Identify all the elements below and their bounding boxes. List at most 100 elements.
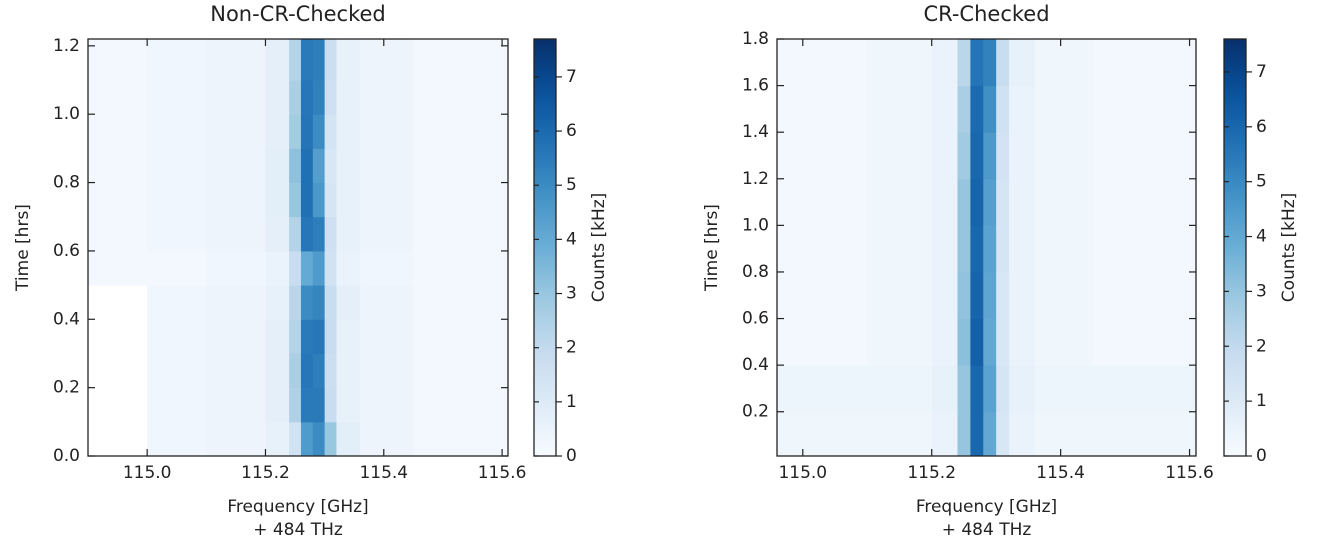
- y-tick-label: 0.6: [742, 309, 769, 329]
- heatmap-cell: [300, 182, 314, 218]
- colorbar-tick-label: 5: [566, 175, 577, 195]
- heatmap-cell: [970, 39, 984, 87]
- heatmap-cell: [206, 114, 266, 149]
- y-tick-label: 0.4: [53, 309, 80, 329]
- heatmap-cell: [413, 182, 509, 218]
- heatmap-cell: [777, 85, 804, 133]
- plot-frame: [87, 38, 509, 457]
- heatmap-cell: [312, 182, 326, 218]
- y-tick-label: 1.0: [53, 104, 80, 124]
- y-tick-label: 0.2: [742, 402, 769, 422]
- y-tick-label: 0.4: [742, 355, 769, 375]
- heatmap-cell: [1034, 365, 1094, 413]
- y-axis-label: Time [hrs]: [702, 204, 722, 292]
- heatmap-cell: [88, 216, 148, 252]
- x-tick-label: 115.4: [359, 463, 408, 483]
- heatmap-cell: [289, 353, 302, 389]
- heatmap-cell: [88, 148, 148, 184]
- heatmap-cell: [1009, 411, 1036, 457]
- heatmap-cell: [983, 178, 997, 226]
- heatmap-cell: [289, 114, 302, 149]
- heatmap-cell: [312, 353, 326, 389]
- x-tick-label: 115.4: [1036, 463, 1085, 483]
- heatmap-cell: [147, 285, 207, 320]
- heatmap-cell: [265, 353, 290, 389]
- heatmap-cell: [336, 421, 361, 457]
- heatmap-cell: [931, 178, 958, 226]
- heatmap-cell: [802, 39, 868, 87]
- heatmap-cell: [300, 421, 314, 457]
- heatmap-cell: [360, 319, 414, 354]
- heatmap-cell: [996, 85, 1010, 133]
- y-tick-label: 0.8: [53, 173, 80, 193]
- x-tick-label: 115.6: [1165, 463, 1214, 483]
- heatmap-cell: [360, 250, 414, 286]
- heatmap-cell: [931, 365, 958, 413]
- heatmap-cell: [1034, 178, 1094, 226]
- heatmap-cell: [312, 114, 326, 149]
- heatmap-cell: [1092, 178, 1197, 226]
- heatmap-cell: [996, 365, 1010, 413]
- colorbar-label: Counts [kHz]: [1279, 193, 1299, 303]
- chart-title: CR-Checked: [923, 2, 1049, 26]
- heatmap-cell: [289, 216, 302, 252]
- heatmap-cell: [147, 421, 207, 457]
- heatmap-cell: [413, 319, 509, 354]
- x-tick-label: 115.0: [123, 463, 172, 483]
- heatmap-cell: [1034, 271, 1094, 320]
- heatmap-cell: [802, 85, 868, 133]
- heatmap-cell: [147, 216, 207, 252]
- heatmap-cell: [957, 411, 971, 457]
- heatmap-cell: [1034, 39, 1094, 87]
- colorbar-tick-label: 4: [566, 229, 577, 249]
- colorbar-frame: [1223, 38, 1247, 457]
- heatmap-cell: [147, 353, 207, 389]
- heatmap-cell: [1034, 411, 1094, 457]
- heatmap-cell: [983, 318, 997, 366]
- heatmap-cell: [88, 114, 148, 149]
- heatmap-cell: [206, 285, 266, 320]
- heatmap-cell: [265, 182, 290, 218]
- heatmap: [777, 39, 1197, 457]
- heatmap-cell: [867, 178, 933, 226]
- heatmap-cell: [147, 39, 207, 81]
- colorbar-frame: [533, 38, 557, 457]
- heatmap-cell: [802, 132, 868, 180]
- heatmap-cell: [1092, 132, 1197, 180]
- heatmap-cell: [957, 318, 971, 366]
- heatmap-cell: [289, 421, 302, 457]
- heatmap-cell: [996, 271, 1010, 320]
- x-tick-label: 115.0: [778, 463, 827, 483]
- colorbar-tick-label: 1: [1256, 391, 1267, 411]
- heatmap-cell: [1034, 85, 1094, 133]
- y-tick-label: 1.0: [742, 215, 769, 235]
- heatmap-cell: [983, 132, 997, 180]
- heatmap-cell: [300, 114, 314, 149]
- heatmap-cell: [324, 182, 337, 218]
- heatmap-cell: [360, 387, 414, 423]
- heatmap-cell: [413, 285, 509, 320]
- heatmap-cell: [802, 318, 868, 366]
- heatmap-cell: [324, 80, 337, 115]
- heatmap-cell: [867, 411, 933, 457]
- heatmap-cell: [265, 80, 290, 115]
- heatmap-cell: [360, 216, 414, 252]
- heatmap-cell: [265, 421, 290, 457]
- y-tick-label: 0.0: [53, 446, 80, 466]
- colorbar: [534, 39, 556, 456]
- heatmap-cell: [324, 387, 337, 423]
- heatmap-cell: [996, 132, 1010, 180]
- heatmap-cell: [777, 39, 804, 87]
- colorbar-tick-label: 7: [1256, 62, 1267, 82]
- plot-frame: [776, 38, 1197, 457]
- heatmap-cell: [983, 411, 997, 457]
- heatmap-cell: [970, 271, 984, 320]
- heatmap-cell: [983, 365, 997, 413]
- heatmap-cell: [360, 114, 414, 149]
- heatmap-cell: [312, 80, 326, 115]
- y-tick-label: 0.6: [53, 241, 80, 261]
- colorbar-tick-label: 6: [566, 121, 577, 141]
- x-tick-label: 115.6: [478, 463, 527, 483]
- heatmap-cell: [360, 182, 414, 218]
- heatmap-cell: [957, 132, 971, 180]
